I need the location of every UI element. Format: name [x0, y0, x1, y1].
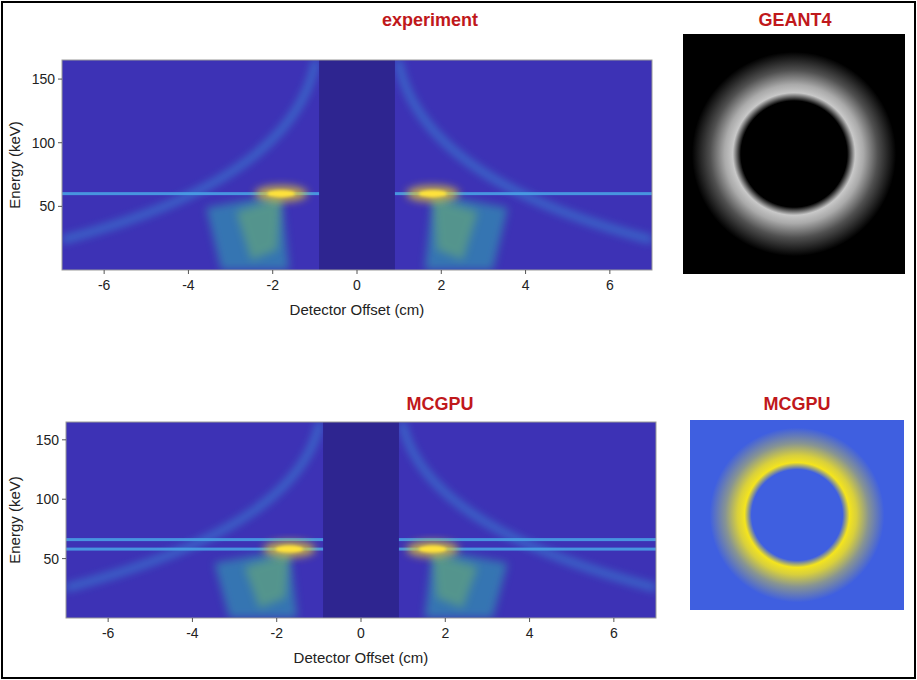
panel-title: MCGPU: [407, 394, 474, 414]
x-tick: [613, 618, 614, 622]
x-tick-label: 6: [606, 277, 614, 293]
x-tick: [272, 270, 273, 274]
hotspot-glow: [407, 186, 459, 202]
x-tick-label: -6: [98, 277, 111, 293]
x-tick: [357, 270, 358, 274]
scatter-core: [433, 553, 478, 608]
x-tick-label: -2: [266, 277, 279, 293]
plot-frame: [62, 60, 652, 270]
x-tick: [609, 270, 610, 274]
x-tick-label: -4: [182, 277, 195, 293]
y-tick: [62, 558, 66, 559]
hotspot: [419, 546, 447, 553]
x-tick-label: -6: [102, 625, 115, 641]
x-axis-title: Detector Offset (cm): [290, 301, 425, 318]
scatter-core: [244, 553, 289, 608]
panel-title: GEANT4: [758, 10, 831, 30]
hotspot-glow: [407, 541, 459, 557]
figure: -6 -4 -2 0 2 4 6 50 100 150 Detector Offset (cm) En…: [0, 0, 917, 680]
ring: [692, 52, 896, 256]
x-tick-label: 0: [357, 625, 365, 641]
figure-frame: [2, 2, 915, 678]
hotspot-glow: [263, 541, 315, 557]
x-tick: [276, 618, 277, 622]
x-tick-label: 4: [522, 277, 530, 293]
x-tick: [441, 270, 442, 274]
ring: [710, 428, 885, 603]
x-tick-label: 0: [353, 277, 361, 293]
plot-background: [66, 422, 656, 618]
x-tick: [525, 270, 526, 274]
y-tick-label: 100: [36, 491, 60, 507]
hotspot: [267, 190, 295, 197]
plot-frame: [66, 422, 656, 618]
y-tick-label: 150: [32, 71, 56, 87]
y-tick-label: 50: [39, 198, 55, 214]
x-tick: [529, 618, 530, 622]
panel-title: MCGPU: [764, 394, 831, 414]
image-background: [683, 34, 905, 274]
y-tick-label: 150: [36, 432, 60, 448]
image-background: [690, 420, 904, 610]
y-tick-label: 100: [32, 135, 56, 151]
blocked-region: [323, 422, 399, 618]
y-axis-title: Energy (keV): [6, 121, 23, 209]
x-tick-label: 2: [437, 277, 445, 293]
hotspot-glow: [255, 186, 307, 202]
plot-background: [62, 60, 652, 270]
blocked-region: [319, 60, 395, 270]
y-tick: [62, 439, 66, 440]
x-tick: [188, 270, 189, 274]
x-tick: [445, 618, 446, 622]
scatter-wedge: [214, 549, 297, 618]
x-tick: [361, 618, 362, 622]
hotspot: [275, 546, 303, 553]
y-tick: [58, 79, 62, 80]
panel-title: experiment: [382, 10, 478, 30]
y-tick: [62, 499, 66, 500]
plot-area: [62, 60, 652, 270]
scatter-wedge: [425, 549, 508, 618]
x-tick-label: -2: [270, 625, 283, 641]
x-tick-label: 2: [441, 625, 449, 641]
y-tick: [58, 142, 62, 143]
y-axis-title: Energy (keV): [6, 476, 23, 564]
x-tick: [192, 618, 193, 622]
scatter-wedge: [206, 194, 289, 270]
scatter-wedge: [425, 194, 508, 270]
y-tick-label: 50: [43, 551, 59, 567]
plot-area: [66, 422, 656, 618]
scatter-core: [433, 198, 478, 260]
x-axis-title: Detector Offset (cm): [294, 649, 429, 666]
x-tick: [108, 618, 109, 622]
hotspot: [419, 190, 447, 197]
x-tick-label: -4: [186, 625, 199, 641]
x-tick: [104, 270, 105, 274]
scatter-core: [236, 198, 281, 260]
x-tick-label: 4: [526, 625, 534, 641]
x-tick-label: 6: [610, 625, 618, 641]
y-tick: [58, 206, 62, 207]
